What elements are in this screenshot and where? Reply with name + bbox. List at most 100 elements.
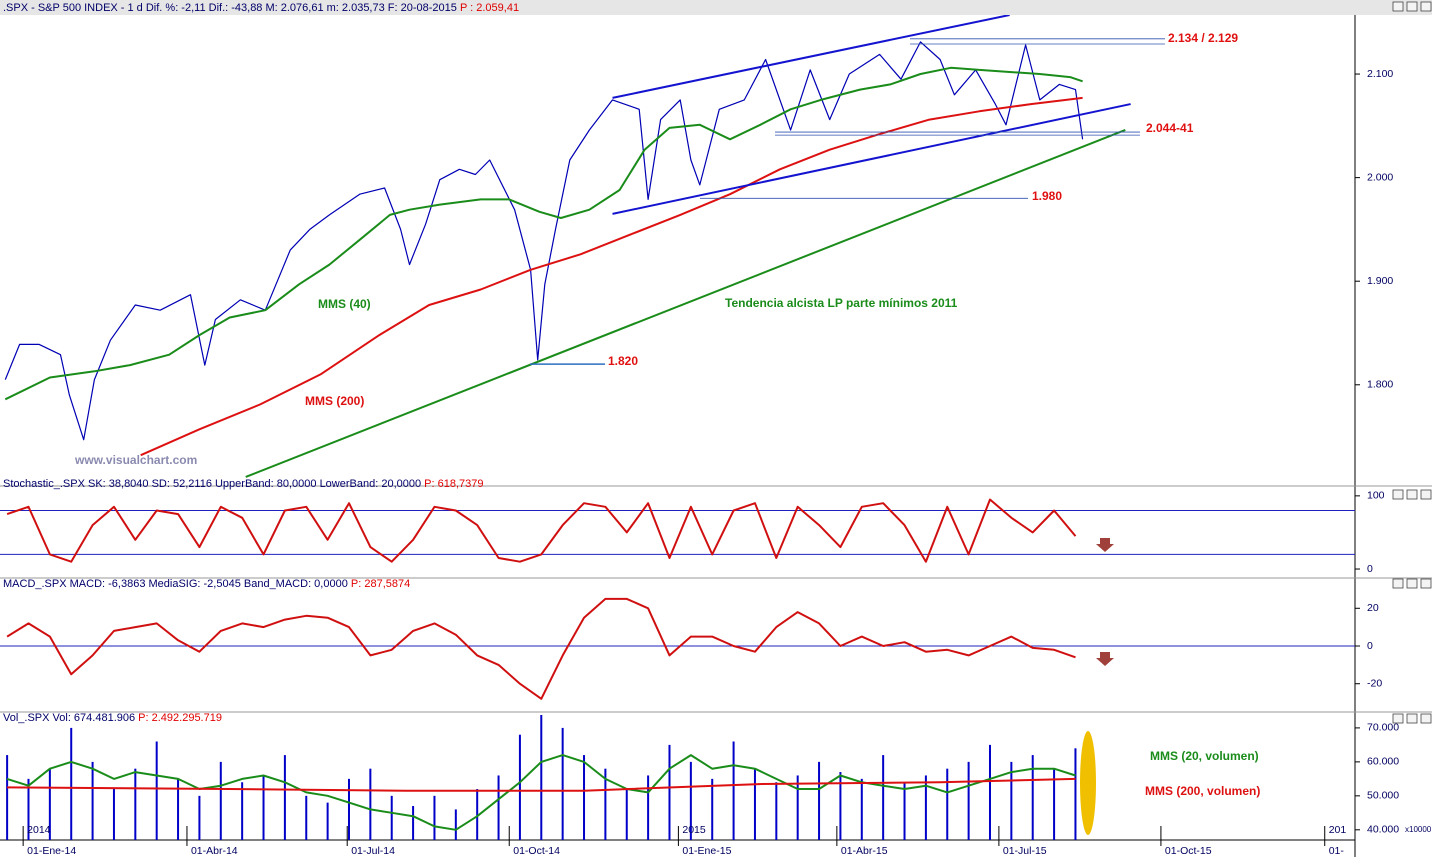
window-button: [1392, 1, 1404, 12]
y-tick-label: 70.000: [1367, 722, 1399, 734]
volume-bar: [732, 741, 735, 840]
window-button: [1406, 578, 1418, 589]
volume-bar: [583, 755, 586, 840]
series-label: MMS (40): [318, 297, 371, 311]
volume-bar: [1010, 761, 1013, 840]
volume-bar: [946, 768, 949, 840]
panel: [4, 15, 1165, 478]
series-label: MMS (200, volumen): [1145, 784, 1260, 798]
trend-line: [612, 15, 1010, 99]
volume-bar: [518, 734, 521, 840]
y-tick-label: 0: [1367, 563, 1373, 575]
series-label: MMS (20, volumen): [1150, 749, 1259, 763]
volume-bar: [561, 727, 564, 840]
y-tick-label: 2.100: [1367, 68, 1393, 80]
volume-bar: [219, 761, 222, 840]
panel-header: Vol_.SPX Vol: 674.481.906 P: 2.492.295.7…: [3, 712, 222, 724]
y-tick-label: 100: [1367, 490, 1385, 502]
volume-bar: [27, 778, 30, 840]
volume-bar: [668, 744, 671, 840]
volume-bar: [1031, 755, 1034, 840]
y-tick-label: 0: [1367, 640, 1373, 652]
volume-bar: [497, 775, 500, 840]
highlight: [1080, 731, 1096, 835]
window-button: [1420, 578, 1432, 589]
unit-label: x10000: [1405, 825, 1432, 834]
window-button: [1392, 489, 1404, 500]
y-tick-label: 2.000: [1367, 171, 1393, 183]
header-price: P: 2.492.295.719: [138, 712, 222, 724]
series-line: [4, 66, 1083, 401]
volume-bar: [6, 755, 9, 840]
volume-bar: [540, 715, 543, 840]
volume-bar: [818, 761, 821, 840]
volume-bar: [347, 778, 350, 840]
header-text: Vol_.SPX Vol: 674.481.906: [3, 712, 135, 724]
trend-line: [245, 129, 1126, 478]
volume-bar: [753, 768, 756, 840]
header-text: MACD_.SPX MACD: -6,3863 MediaSIG: -2,504…: [3, 578, 348, 590]
header-price: P: 287,5874: [351, 578, 410, 590]
volume-bar: [70, 727, 73, 840]
volume-bar: [604, 768, 607, 840]
window-button: [1406, 1, 1418, 12]
x-tick-label: 01-Ene-15: [682, 845, 731, 857]
volume-bar: [689, 761, 692, 840]
level-label: 2.134 / 2.129: [1168, 31, 1238, 45]
x-tick-label: 01-Jul-15: [1003, 845, 1047, 857]
volume-bar: [647, 775, 650, 840]
volume-bar: [305, 795, 308, 840]
y-tick-label: 20: [1367, 602, 1379, 614]
y-tick-label: 1.800: [1367, 379, 1393, 391]
x-tick-label: 01-: [1329, 845, 1345, 857]
window-button: [1392, 713, 1404, 724]
x-tick-label: 01-Oct-15: [1165, 845, 1212, 857]
y-tick-label: 60.000: [1367, 756, 1399, 768]
header-price: P : 2.059,41: [460, 2, 519, 14]
header-bar: [0, 0, 1432, 15]
year-label: 201: [1329, 824, 1347, 836]
window-button: [1406, 489, 1418, 500]
volume-bar: [454, 809, 457, 840]
window-button: [1420, 713, 1432, 724]
volume-bar: [48, 768, 51, 840]
volume-bar: [412, 806, 415, 840]
volume-bar: [177, 778, 180, 840]
window-button: [1420, 489, 1432, 500]
panel: [0, 597, 1355, 700]
y-tick-label: 40.000: [1367, 824, 1399, 836]
x-tick-label: 01-Oct-14: [513, 845, 560, 857]
level-label: 1.980: [1032, 189, 1062, 203]
volume-bar: [134, 768, 137, 840]
year-label: 2015: [682, 824, 706, 836]
volume-bar: [924, 775, 927, 840]
series-line: [6, 754, 1076, 831]
level-label: 2.044-41: [1146, 121, 1194, 135]
volume-bar: [1053, 768, 1056, 840]
volume-bar: [390, 795, 393, 840]
volume-bar: [369, 768, 372, 840]
panel: [6, 715, 1077, 840]
annotation: Tendencia alcista LP parte mínimos 2011: [725, 296, 958, 310]
x-tick-label: 01-Jul-14: [351, 845, 395, 857]
window-button: [1392, 578, 1404, 589]
header-price: P: 618,7379: [424, 478, 483, 490]
x-tick-label: 01-Abr-14: [191, 845, 238, 857]
level-label: 1.820: [608, 354, 638, 368]
y-tick-label: -20: [1367, 677, 1382, 689]
panel-header: Stochastic_.SPX SK: 38,8040 SD: 52,2116 …: [3, 478, 484, 490]
year-label: 2014: [27, 824, 51, 836]
volume-bar: [1074, 748, 1077, 840]
header-text: .SPX - S&P 500 INDEX - 1 d Dif. %: -2,11…: [3, 2, 457, 14]
volume-bar: [860, 778, 863, 840]
annotation: www.visualchart.com: [74, 453, 197, 467]
y-tick-label: 1.900: [1367, 275, 1393, 287]
panel: [0, 498, 1355, 563]
volume-bar: [476, 789, 479, 840]
volume-bar: [283, 755, 286, 840]
volume-bar: [711, 778, 714, 840]
volume-bar: [796, 775, 799, 840]
down-arrow: [1096, 652, 1114, 666]
volume-bar: [262, 775, 265, 840]
